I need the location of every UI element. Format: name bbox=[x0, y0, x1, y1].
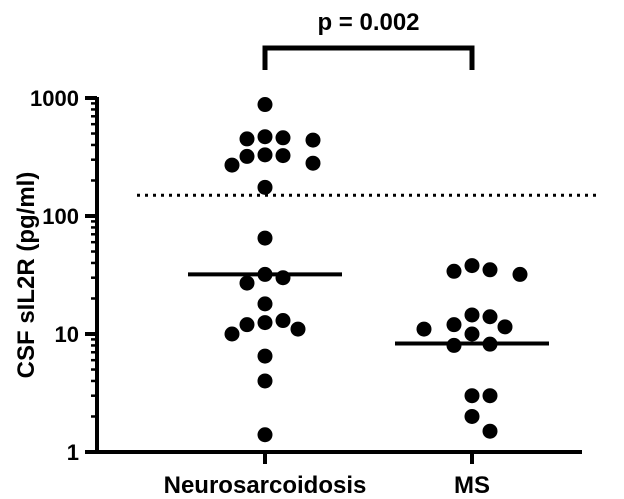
data-point bbox=[257, 179, 273, 195]
y-axis-title: CSF sIL2R (pg/ml) bbox=[13, 172, 40, 379]
x-category-label: MS bbox=[454, 472, 490, 499]
data-point bbox=[305, 132, 321, 148]
significance-annotation: p = 0.002 bbox=[262, 9, 475, 70]
median-lines bbox=[188, 272, 549, 346]
data-point bbox=[257, 296, 273, 312]
data-point bbox=[290, 321, 306, 337]
data-point bbox=[275, 313, 291, 329]
data-point bbox=[482, 262, 498, 278]
y-tick-label: 100 bbox=[42, 204, 79, 229]
data-point bbox=[257, 348, 273, 364]
data-point bbox=[464, 326, 480, 342]
data-point bbox=[482, 309, 498, 325]
y-tick-label: 1000 bbox=[30, 86, 79, 111]
data-point bbox=[275, 130, 291, 146]
data-point bbox=[464, 408, 480, 424]
data-points bbox=[224, 97, 528, 443]
data-point bbox=[512, 266, 528, 282]
data-point bbox=[446, 263, 462, 279]
data-point bbox=[482, 423, 498, 439]
significance-bracket bbox=[262, 45, 475, 70]
y-tick-label: 10 bbox=[55, 322, 79, 347]
data-point bbox=[257, 147, 273, 163]
data-point bbox=[257, 230, 273, 246]
axes: 1 10 100 1000 Neurosarcoidosis MS CSF sIL2R (p… bbox=[13, 86, 582, 499]
data-point bbox=[497, 319, 513, 335]
data-point bbox=[416, 321, 432, 337]
data-point bbox=[239, 275, 255, 291]
data-point bbox=[305, 155, 321, 171]
data-point bbox=[464, 388, 480, 404]
data-point bbox=[239, 131, 255, 147]
data-point bbox=[464, 307, 480, 323]
data-point bbox=[257, 373, 273, 389]
data-point bbox=[239, 148, 255, 164]
data-point bbox=[257, 97, 273, 113]
data-point bbox=[239, 317, 255, 333]
data-point bbox=[446, 317, 462, 333]
data-point bbox=[257, 129, 273, 145]
x-category-label: Neurosarcoidosis bbox=[164, 472, 367, 499]
y-tick-label: 1 bbox=[67, 440, 79, 465]
data-point bbox=[482, 388, 498, 404]
data-point bbox=[275, 148, 291, 164]
data-point bbox=[224, 157, 240, 173]
p-value-label: p = 0.002 bbox=[317, 9, 419, 36]
data-point bbox=[464, 258, 480, 274]
data-point bbox=[224, 326, 240, 342]
data-point bbox=[257, 427, 273, 443]
data-point bbox=[257, 315, 273, 331]
